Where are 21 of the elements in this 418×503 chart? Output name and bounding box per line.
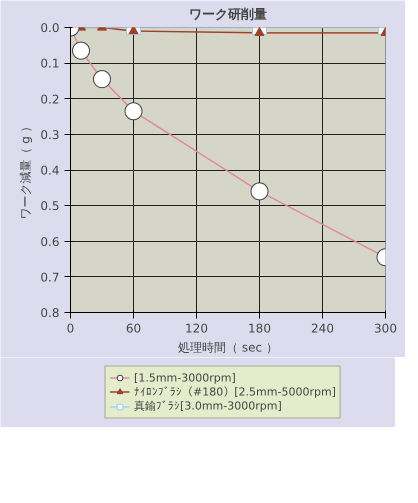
y-tick-label: 0.0 [40, 21, 60, 35]
y-tick-label: 0.2 [40, 92, 60, 106]
x-axis-title: 処理時間（ sec ） [178, 340, 278, 354]
x-tick-label: 180 [248, 322, 271, 336]
x-tick-label: 240 [311, 322, 334, 336]
x-tick-label: 300 [374, 322, 397, 336]
legend-label: 真鍮ﾌﾞﾗｼ[3.0mm-3000rpm] [134, 398, 282, 414]
chart-title: ワーク研削量 [189, 8, 267, 22]
x-tick-label: 120 [185, 322, 208, 336]
x-tick-label: 60 [126, 322, 142, 336]
y-tick-label: 0.1 [40, 56, 60, 71]
y-tick-label: 0.6 [40, 234, 60, 249]
y-tick-label: 0.7 [40, 270, 60, 284]
y-axis-title: ワーク減量（ g ） [18, 120, 32, 220]
x-tick-label: 0 [66, 322, 74, 336]
y-tick-label: 0.4 [40, 164, 60, 178]
y-tick-label: 0.3 [40, 128, 60, 142]
legend-label: [1.5mm-3000rpm] [134, 370, 236, 384]
y-tick-label: 0.5 [40, 199, 60, 214]
legend-label: ﾅｲﾛﾝﾌﾞﾗｼ（#180）[2.5mm-5000rpm] [134, 384, 336, 398]
y-tick-label: 0.8 [40, 306, 60, 320]
